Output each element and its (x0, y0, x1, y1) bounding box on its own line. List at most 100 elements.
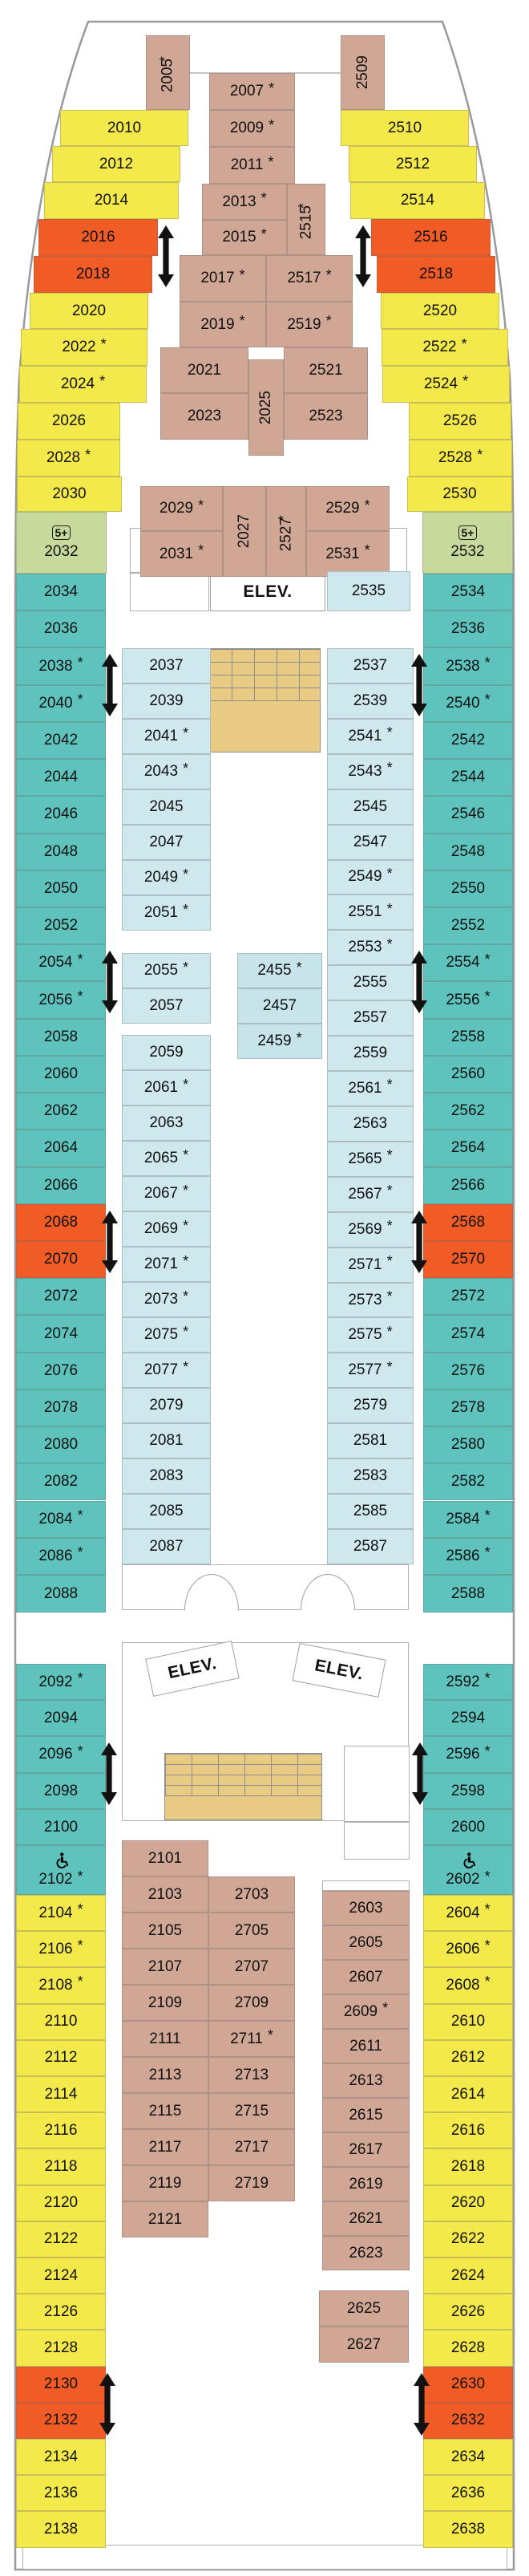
cabin-2073[interactable]: 2073 * (122, 1282, 211, 1317)
cabin-2617[interactable]: 2617 (322, 2132, 410, 2167)
cabin-2064[interactable]: 2064 (16, 1130, 106, 1167)
cabin-2078[interactable]: 2078 (16, 1389, 106, 1427)
cabin-2711[interactable]: 2711 * (208, 2021, 295, 2057)
cabin-2509[interactable]: 2509 (341, 35, 385, 110)
cabin-2627[interactable]: 2627 (319, 2327, 409, 2363)
cabin-2543[interactable]: 2543 * (327, 753, 414, 789)
cabin-2126[interactable]: 2126 (16, 2294, 106, 2331)
cabin-2526[interactable]: 2526 (409, 403, 511, 440)
cabin-2118[interactable]: 2118 (16, 2148, 106, 2185)
cabin-2619[interactable]: 2619 (322, 2167, 410, 2201)
cabin-2107[interactable]: 2107 (122, 1949, 208, 1985)
cabin-2582[interactable]: 2582 (423, 1463, 513, 1501)
cabin-2626[interactable]: 2626 (423, 2294, 513, 2331)
cabin-2531[interactable]: 2531 * (306, 531, 390, 577)
cabin-2604[interactable]: 2604 * (423, 1895, 513, 1932)
cabin-2615[interactable]: 2615 (322, 2098, 410, 2132)
cabin-2100[interactable]: 2100 (16, 1809, 106, 1845)
cabin-2518[interactable]: 2518 (377, 256, 495, 293)
cabin-2622[interactable]: 2622 (423, 2221, 513, 2258)
cabin-2021[interactable]: 2021 (160, 347, 248, 393)
cabin-2571[interactable]: 2571 * (327, 1247, 414, 1283)
cabin-2029[interactable]: 2029 * (140, 486, 223, 531)
cabin-2027[interactable]: 2027 (223, 486, 266, 577)
cabin-2606[interactable]: 2606 * (423, 1931, 513, 1968)
cabin-2603[interactable]: 2603 (322, 1891, 410, 1925)
cabin-2049[interactable]: 2049 * (122, 860, 211, 895)
cabin-2553[interactable]: 2553 * (327, 930, 414, 966)
cabin-2085[interactable]: 2085 (122, 1494, 211, 1529)
cabin-2086[interactable]: 2086 * (16, 1537, 106, 1575)
cabin-2111[interactable]: 2111 (122, 2021, 208, 2057)
cabin-2564[interactable]: 2564 (423, 1130, 513, 1167)
cabin-2087[interactable]: 2087 (122, 1529, 211, 1564)
cabin-2067[interactable]: 2067 * (122, 1176, 211, 1211)
cabin-2516[interactable]: 2516 (371, 219, 491, 256)
cabin-2569[interactable]: 2569 * (327, 1211, 414, 1247)
cabin-2055[interactable]: 2055 * (122, 953, 211, 988)
cabin-2121[interactable]: 2121 (122, 2201, 208, 2237)
cabin-2628[interactable]: 2628 (423, 2330, 513, 2367)
cabin-2011[interactable]: 2011 * (209, 147, 295, 184)
cabin-2563[interactable]: 2563 (327, 1105, 414, 1142)
cabin-2576[interactable]: 2576 (423, 1352, 513, 1389)
cabin-2042[interactable]: 2042 (16, 721, 106, 760)
cabin-2544[interactable]: 2544 (423, 759, 513, 797)
cabin-2102[interactable]: 2102 * (16, 1845, 106, 1895)
cabin-2007[interactable]: 2007 * (209, 73, 295, 110)
cabin-2585[interactable]: 2585 (327, 1494, 414, 1529)
cabin-2574[interactable]: 2574 (423, 1315, 513, 1353)
cabin-2607[interactable]: 2607 (322, 1960, 410, 1994)
cabin-2510[interactable]: 2510 (341, 110, 469, 146)
cabin-2624[interactable]: 2624 (423, 2258, 513, 2294)
cabin-2075[interactable]: 2075 * (122, 1317, 211, 1353)
cabin-2548[interactable]: 2548 (423, 833, 513, 870)
cabin-2063[interactable]: 2063 (122, 1105, 211, 1141)
cabin-2124[interactable]: 2124 (16, 2258, 106, 2294)
cabin-2515[interactable]: 2515 * (287, 184, 325, 255)
cabin-2074[interactable]: 2074 (16, 1315, 106, 1353)
cabin-2057[interactable]: 2057 (122, 988, 211, 1024)
cabin-2059[interactable]: 2059 (122, 1035, 211, 1070)
cabin-2620[interactable]: 2620 (423, 2185, 513, 2221)
cabin-2048[interactable]: 2048 (16, 833, 106, 870)
cabin-2082[interactable]: 2082 (16, 1463, 106, 1501)
cabin-2705[interactable]: 2705 (208, 1913, 295, 1949)
cabin-2044[interactable]: 2044 (16, 759, 106, 797)
cabin-2069[interactable]: 2069 * (122, 1211, 211, 1247)
cabin-2542[interactable]: 2542 (423, 721, 513, 760)
cabin-2580[interactable]: 2580 (423, 1426, 513, 1464)
cabin-2038[interactable]: 2038 * (16, 647, 106, 685)
cabin-2614[interactable]: 2614 (423, 2076, 513, 2113)
cabin-2076[interactable]: 2076 (16, 1352, 106, 1389)
cabin-2047[interactable]: 2047 (122, 825, 211, 860)
cabin-2707[interactable]: 2707 (208, 1949, 295, 1985)
cabin-2081[interactable]: 2081 (122, 1423, 211, 1458)
cabin-2030[interactable]: 2030 (17, 477, 122, 512)
cabin-2579[interactable]: 2579 (327, 1388, 414, 1424)
cabin-2034[interactable]: 2034 (16, 574, 106, 611)
cabin-2132[interactable]: 2132 (16, 2402, 106, 2439)
cabin-2715[interactable]: 2715 (208, 2093, 295, 2129)
cabin-2106[interactable]: 2106 * (16, 1931, 106, 1968)
cabin-2066[interactable]: 2066 (16, 1166, 106, 1204)
cabin-2514[interactable]: 2514 (350, 182, 485, 219)
cabin-2575[interactable]: 2575 * (327, 1317, 414, 1353)
cabin-2596[interactable]: 2596 * (423, 1736, 513, 1773)
cabin-2104[interactable]: 2104 * (16, 1895, 106, 1932)
cabin-2114[interactable]: 2114 (16, 2076, 106, 2113)
cabin-2119[interactable]: 2119 (122, 2165, 208, 2201)
cabin-2719[interactable]: 2719 (208, 2165, 295, 2201)
cabin-2071[interactable]: 2071 * (122, 1247, 211, 1282)
cabin-2019[interactable]: 2019 * (180, 302, 266, 347)
cabin-2088[interactable]: 2088 (16, 1575, 106, 1613)
cabin-2570[interactable]: 2570 (423, 1240, 513, 1279)
cabin-2109[interactable]: 2109 (122, 1985, 208, 2021)
cabin-2592[interactable]: 2592 * (423, 1664, 513, 1700)
cabin-2567[interactable]: 2567 * (327, 1176, 414, 1212)
cabin-2522[interactable]: 2522 * (382, 329, 508, 366)
cabin-2717[interactable]: 2717 (208, 2129, 295, 2165)
cabin-2560[interactable]: 2560 (423, 1055, 513, 1093)
cabin-2512[interactable]: 2512 (349, 146, 477, 182)
cabin-2110[interactable]: 2110 (16, 2003, 106, 2040)
